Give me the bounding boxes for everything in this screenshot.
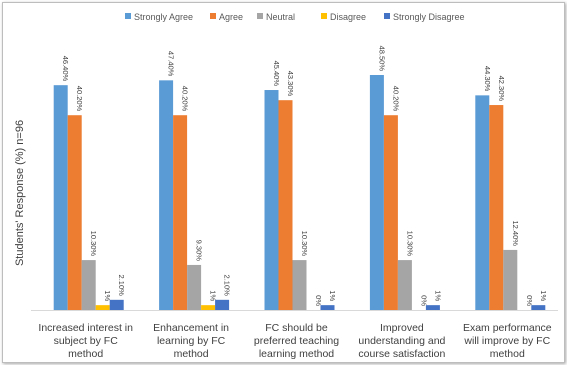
bar-2-5 [215,299,230,310]
data-label-3-1: 45.40% [272,61,281,87]
data-label-3-4: 0% [314,295,323,306]
legend-label-4: Disagree [330,12,366,22]
legend-swatch-3 [257,13,263,19]
bar-5-1 [475,95,490,310]
legend: Strongly Agree Agree Neutral Disagree Strong… [125,12,465,22]
bar-4-1 [369,75,384,310]
data-label-4-1: 48.50% [377,46,386,72]
data-label-3-5: 1% [328,290,337,301]
bar-4-5 [425,305,440,310]
category-label-5: Exam performance will improve by FC method [463,322,552,360]
bar-4-3 [397,260,412,310]
data-label-5-3: 12.40% [511,220,520,246]
data-label-2-4: 1% [209,290,218,301]
bar-1-2 [67,115,82,310]
bar-3-5 [320,305,335,310]
data-label-2-1: 47.40% [167,51,176,77]
bars-group [53,75,546,311]
bar-2-4 [201,305,216,310]
bar-4-2 [383,115,398,310]
legend-swatch-2 [210,13,216,19]
category-label-2: Enhancement in learning by FC method [153,322,229,360]
data-label-4-4: 0% [419,295,428,306]
data-label-4-2: 40.20% [391,86,400,112]
bar-2-2 [173,115,188,310]
data-label-4-3: 10.30% [405,231,414,257]
bar-2-1 [159,80,174,310]
legend-swatch-4 [321,13,327,19]
data-label-5-4: 0% [525,295,534,306]
bar-2-3 [187,264,202,310]
y-axis-label: Students' Response (%) n=96 [14,120,26,266]
data-labels-group: 46.40% 40.20% 10.30% 1% 2.10% 47.40% 40.20% 9.3… [61,46,548,307]
legend-swatch-5 [384,13,390,19]
legend-swatch-1 [125,13,131,19]
bar-chart: Strongly Agree Agree Neutral Disagree Strong… [14,12,558,360]
bar-5-5 [531,305,546,310]
bar-3-1 [264,90,279,310]
data-label-1-1: 46.40% [61,56,70,82]
legend-label-2: Agree [219,12,243,22]
category-label-1: Increased interest in subject by FC method [38,322,133,360]
data-label-5-1: 44.30% [483,66,492,92]
data-label-2-3: 9.30% [195,240,204,262]
bar-1-1 [53,85,68,310]
bar-3-2 [278,100,293,310]
data-label-1-4: 1% [103,290,112,301]
bar-1-3 [81,260,96,310]
category-label-3: FC should be preferred teaching learning m… [254,322,339,360]
data-label-3-3: 10.30% [300,231,309,257]
category-label-4: Improved understanding and course satisfac… [358,322,445,360]
data-label-2-5: 2.10% [223,275,232,297]
legend-label-5: Strongly Disagree [393,12,465,22]
legend-label-3: Neutral [266,12,295,22]
data-label-5-2: 42.30% [497,76,506,102]
bar-3-3 [292,260,307,310]
bar-5-2 [489,105,504,311]
category-labels-group: Increased interest in subject by FC method… [38,322,551,360]
data-label-1-2: 40.20% [75,86,84,112]
data-label-1-5: 2.10% [117,275,126,297]
data-label-1-3: 10.30% [89,231,98,257]
bar-1-5 [109,299,124,310]
bar-5-3 [503,249,518,310]
legend-label-1: Strongly Agree [134,12,193,22]
data-label-3-2: 43.30% [286,71,295,97]
data-label-5-5: 1% [539,290,548,301]
bar-1-4 [95,305,110,310]
data-label-2-2: 40.20% [181,86,190,112]
data-label-4-5: 1% [433,290,442,301]
